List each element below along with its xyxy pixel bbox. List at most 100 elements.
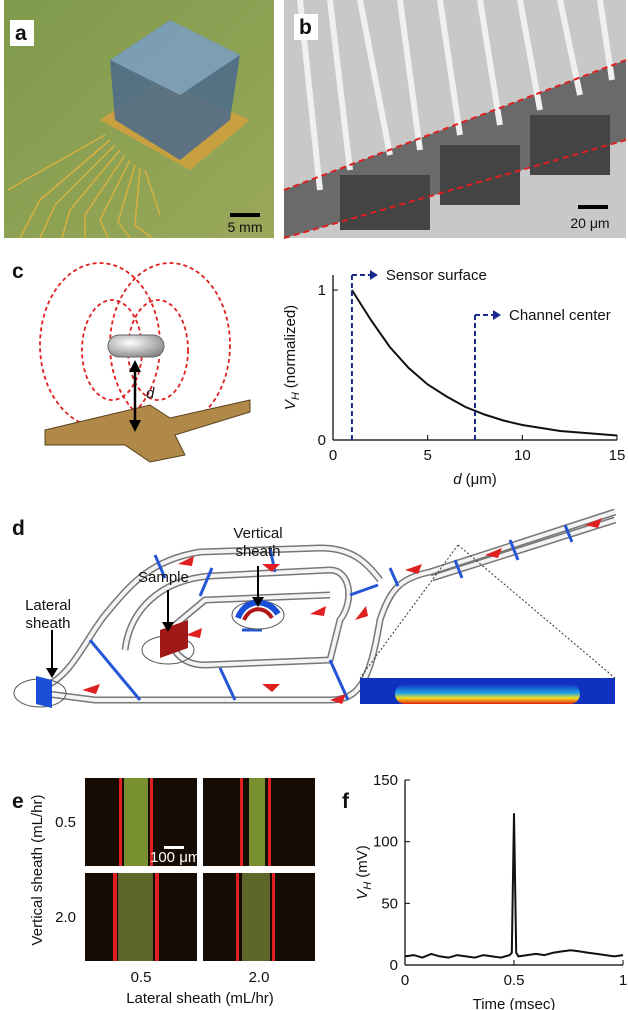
x-tick-label: 15 — [609, 447, 626, 464]
chart: 0 5 10 15 0 1 Sensor surface Channel center d(μm… — [282, 267, 625, 488]
vertical-sheath-flow — [244, 609, 272, 620]
shape — [124, 778, 148, 866]
panel-b: 20 μm b — [284, 0, 626, 238]
shape — [355, 606, 368, 620]
x-tick-label: 10 — [514, 447, 531, 464]
panel-label: c — [12, 260, 24, 283]
y-tick-label: 150 — [373, 772, 398, 789]
shape — [330, 660, 348, 700]
x-axis-label: Time (msec) — [473, 996, 556, 1010]
scale-label: 5 mm — [228, 219, 263, 235]
tile — [85, 873, 197, 961]
annotation: sheath — [25, 615, 70, 632]
particle — [108, 335, 164, 357]
panel-e: e 100 μm 0.5 2.0 0.5 2.0 Lateral sheath … — [12, 778, 315, 1007]
row-label: 2.0 — [55, 909, 76, 926]
data-line — [405, 813, 623, 957]
y-axis-label: VH(normalized) — [282, 305, 302, 410]
distance-label: d — [146, 385, 155, 402]
shape — [249, 778, 265, 866]
annotation: Sensor surface — [386, 267, 487, 284]
y-tick-label: 0 — [318, 432, 326, 449]
shape — [113, 873, 117, 961]
shape — [240, 778, 243, 866]
y-tick-label: 0 — [390, 957, 398, 974]
axis-unit: (mV) — [354, 845, 371, 878]
y-axis-label: Vertical sheath (mL/hr) — [29, 795, 46, 946]
shape — [200, 568, 212, 596]
scale-bar — [230, 213, 260, 217]
tile — [203, 778, 315, 866]
arrow-head — [129, 360, 141, 372]
y-axis-label: VH(mV) — [354, 845, 374, 899]
shape — [220, 668, 235, 700]
x-tick-label: 1 — [619, 972, 627, 989]
annotation: Vertical — [233, 525, 282, 542]
shape — [118, 873, 153, 961]
heatmap-plume — [395, 684, 580, 704]
shape — [360, 545, 458, 678]
sample-flow — [160, 620, 188, 658]
chart: 00.51050100150Time (msec)VH(mV) — [354, 772, 627, 1010]
arrow-head — [493, 310, 501, 320]
tile — [203, 873, 315, 961]
annotation: Channel center — [509, 307, 611, 324]
axis-subscript: H — [362, 882, 374, 890]
scale-bar — [578, 205, 608, 209]
panel-label: e — [12, 790, 24, 813]
shape — [90, 640, 140, 700]
x-tick-label: 0 — [401, 972, 409, 989]
axis-unit: Time (msec) — [473, 996, 556, 1010]
shape — [155, 873, 159, 961]
zoom-lines — [360, 545, 615, 678]
axis-unit: (μm) — [466, 471, 497, 488]
panel-label: a — [15, 22, 27, 45]
annotation: Lateral — [25, 597, 71, 614]
column-label: 2.0 — [249, 969, 270, 986]
figure: 5 mm a 20 μm b c d d — [0, 0, 628, 1010]
shape — [262, 684, 280, 692]
panel-label: b — [299, 16, 312, 39]
panel-label: f — [342, 790, 350, 813]
shape — [242, 873, 270, 961]
shape — [40, 512, 615, 700]
image-grid — [85, 778, 315, 961]
shape — [236, 873, 239, 961]
panel-d: d Sample Vertical sheath Lateral sheath — [12, 512, 615, 708]
sensor-pad — [45, 400, 250, 462]
panel-a: 5 mm a — [4, 0, 274, 238]
panel-c: c d — [12, 260, 250, 462]
x-tick-label: 0.5 — [504, 972, 525, 989]
axis-subscript: H — [290, 392, 302, 400]
shape — [350, 585, 378, 595]
arrow-head — [370, 270, 378, 280]
shape — [268, 778, 271, 866]
annotation: sheath — [235, 543, 280, 560]
x-tick-label: 0 — [329, 447, 337, 464]
column-label: 0.5 — [131, 969, 152, 986]
lateral-sheath-flow — [36, 676, 52, 708]
row-label: 0.5 — [55, 814, 76, 831]
y-tick-label: 100 — [373, 834, 398, 851]
panel-label: d — [12, 517, 25, 540]
x-axis-label: d(μm) — [453, 471, 496, 488]
shape — [272, 873, 275, 961]
y-tick-label: 1 — [318, 282, 326, 299]
axis-unit: (normalized) — [282, 305, 299, 388]
shape — [82, 684, 100, 694]
shape — [340, 175, 430, 230]
shape — [119, 778, 122, 866]
channels — [40, 512, 615, 700]
shape — [530, 115, 610, 175]
scale-label: 20 μm — [570, 215, 609, 231]
scale-label: 100 μm — [150, 849, 200, 866]
shape — [440, 145, 520, 205]
annotation: Sample — [138, 569, 189, 586]
shape — [186, 628, 202, 638]
shape — [390, 568, 398, 586]
x-tick-label: 5 — [423, 447, 431, 464]
axis-symbol: d — [453, 471, 462, 488]
y-tick-label: 50 — [381, 895, 398, 912]
shape — [310, 606, 326, 616]
x-axis-label: Lateral sheath (mL/hr) — [126, 990, 274, 1007]
